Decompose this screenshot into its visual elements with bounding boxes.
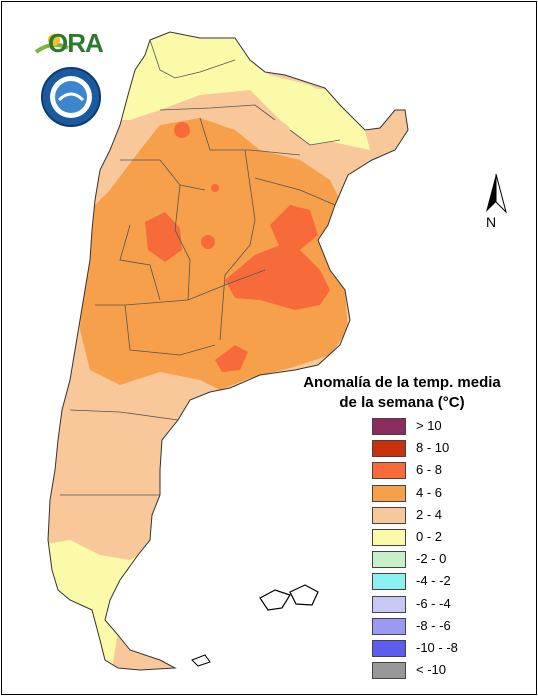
malvinas-islands [259, 584, 319, 611]
legend-label: -2 - 0 [416, 551, 447, 567]
legend-swatch [372, 551, 406, 569]
hot-spot-north [174, 122, 190, 138]
warm-zone-4-6 [80, 118, 348, 390]
warm-zone-patagonia [48, 500, 165, 560]
legend-swatch [372, 418, 406, 435]
legend-label: -10 - -8 [416, 639, 458, 655]
legend-label: -4 - -2 [416, 573, 451, 589]
hot-spot-center [201, 235, 215, 249]
legend-swatch [372, 662, 406, 680]
legend-title-line-2: de la semana (°C) [339, 394, 465, 411]
legend-title: Anomalía de la temp. media de la semana … [292, 373, 512, 413]
legend-swatch [372, 573, 406, 591]
legend-label: 2 - 4 [416, 506, 443, 522]
legend-swatch [372, 506, 406, 524]
cool-zone-northeast [280, 85, 345, 145]
north-arrow [478, 172, 518, 232]
legend-label: 0 - 2 [416, 528, 443, 544]
legend-swatch [372, 484, 406, 502]
ora-logo-text: ORA [48, 28, 104, 58]
legend-swatch [372, 528, 406, 546]
legend-swatch [372, 617, 406, 635]
hot-zone-south-east [215, 345, 248, 372]
hot-zone-center-east [225, 245, 330, 310]
legend-label: > 10 [416, 418, 442, 433]
hot-zone-east [270, 205, 318, 250]
legend-title-line-1: Anomalía de la temp. media [303, 374, 501, 391]
ora-logo [34, 30, 104, 60]
hot-zone-west [145, 212, 182, 262]
legend-label: 6 - 8 [416, 462, 443, 478]
legend-label: 4 - 6 [416, 484, 443, 500]
legend-swatch [372, 440, 406, 458]
north-arrow-icon [486, 173, 507, 214]
isla-de-los-estados [191, 654, 211, 667]
legend-label: -6 - -4 [416, 595, 451, 611]
legend-label: < -10 [416, 662, 446, 678]
leaf-icon [34, 34, 69, 54]
smn-seal-logo [40, 66, 102, 128]
legend-swatch [372, 595, 406, 613]
legend-label: -8 - -6 [416, 617, 451, 633]
hot-spot-small [211, 184, 219, 192]
legend-label: 8 - 10 [416, 440, 450, 456]
legend-swatch [372, 639, 406, 657]
legend-swatch [372, 462, 406, 480]
north-label: N [486, 214, 497, 230]
